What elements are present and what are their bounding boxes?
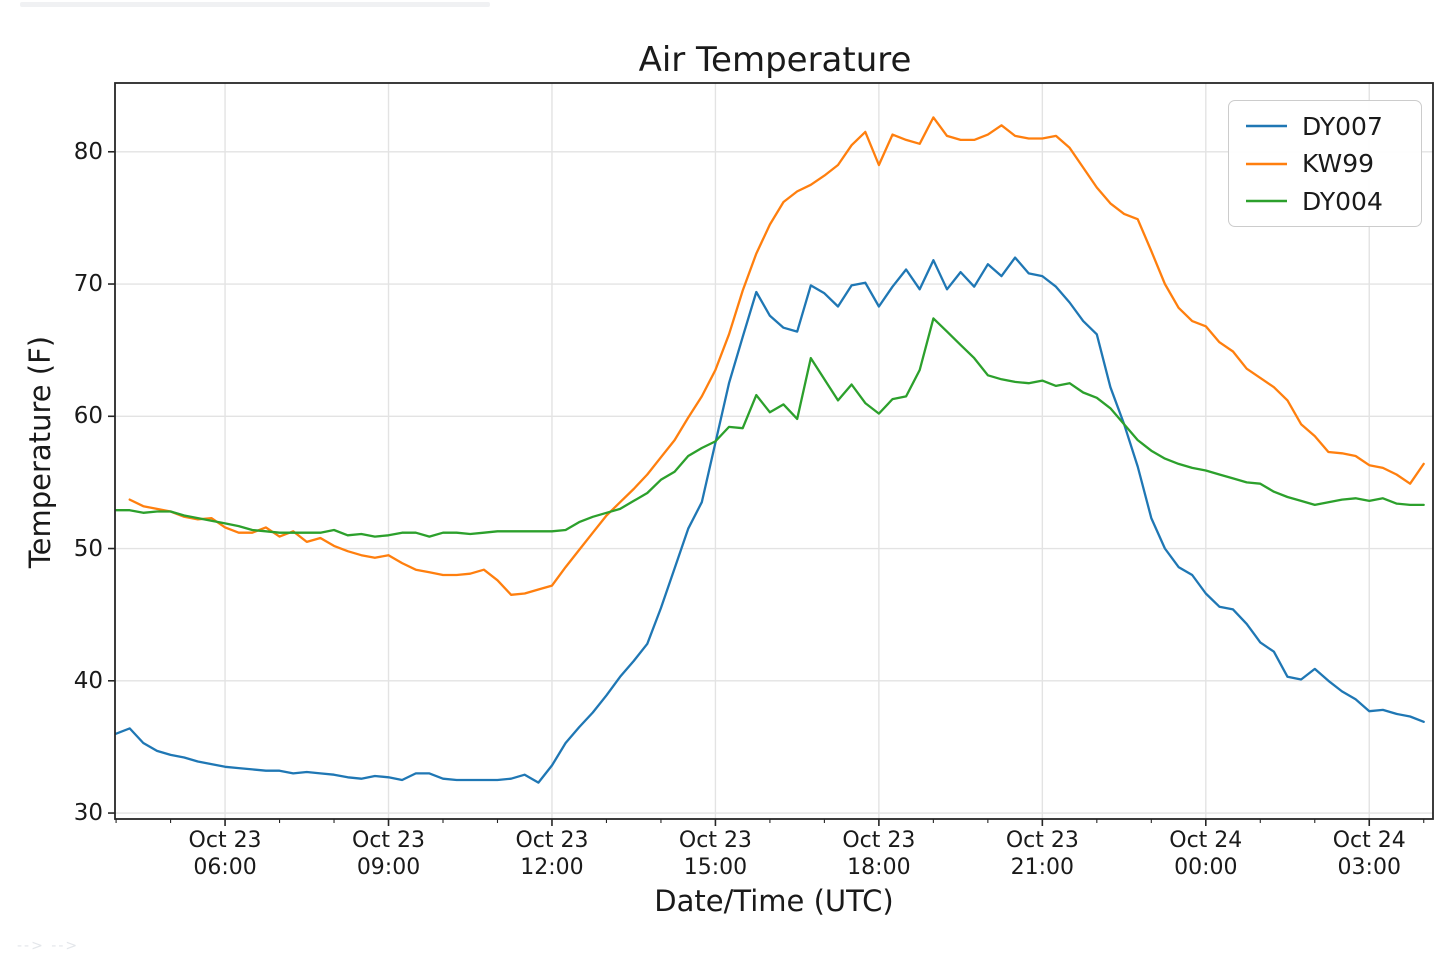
y-axis-label: Temperature (F) bbox=[23, 335, 57, 569]
screenshot-top-bar-artifact bbox=[20, 2, 490, 7]
x-axis-label: Date/Time (UTC) bbox=[654, 884, 894, 918]
legend-item-dy007: DY007 bbox=[1229, 112, 1421, 141]
x-tick-label: Oct 24 00:00 bbox=[1169, 828, 1243, 880]
y-tick-label: 80 bbox=[73, 138, 103, 165]
y-tick-label: 60 bbox=[73, 403, 103, 430]
x-tick-label: Oct 23 15:00 bbox=[678, 828, 752, 880]
y-tick-label: 70 bbox=[73, 271, 103, 298]
x-tick-label: Oct 24 03:00 bbox=[1332, 828, 1406, 880]
legend-swatch-dy007-icon bbox=[1246, 124, 1287, 128]
x-tick-label: Oct 23 12:00 bbox=[515, 828, 589, 880]
y-tick-label: 30 bbox=[73, 800, 103, 827]
legend-item-kw99: KW99 bbox=[1229, 149, 1421, 178]
legend-swatch-dy004-icon bbox=[1246, 199, 1287, 203]
legend-swatch-kw99-icon bbox=[1246, 162, 1287, 165]
x-tick-label: Oct 23 18:00 bbox=[842, 828, 916, 880]
legend-label-dy004: DY004 bbox=[1302, 186, 1383, 216]
legend-label-kw99: KW99 bbox=[1302, 149, 1375, 178]
x-tick-label: Oct 23 09:00 bbox=[352, 828, 426, 880]
x-tick-label: Oct 23 21:00 bbox=[1005, 828, 1079, 880]
series-line-dy004 bbox=[115, 317, 1425, 538]
legend-label-dy007: DY007 bbox=[1302, 111, 1383, 141]
x-tick-label: Oct 23 06:00 bbox=[188, 828, 262, 880]
axes-frame bbox=[114, 82, 1434, 820]
chart-title: Air Temperature bbox=[638, 40, 912, 80]
y-tick-label: 40 bbox=[73, 667, 103, 694]
legend: DY007 KW99 DY004 bbox=[1228, 100, 1422, 227]
series-line-dy007 bbox=[115, 256, 1425, 784]
y-tick-label: 50 bbox=[73, 535, 103, 562]
legend-item-dy004: DY004 bbox=[1229, 187, 1421, 216]
series-line-kw99 bbox=[128, 116, 1425, 596]
arrows-artifact-text: --> --> bbox=[17, 938, 80, 954]
